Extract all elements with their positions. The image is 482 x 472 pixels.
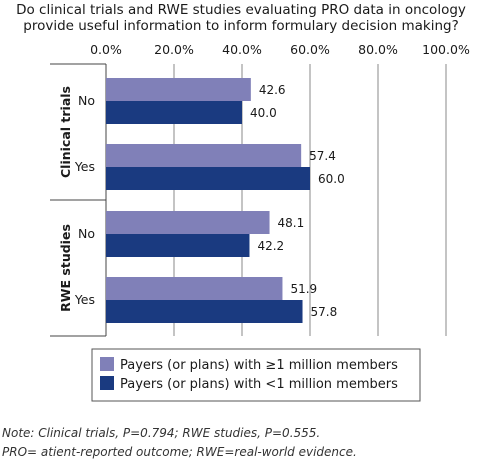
- bar-value-label: 60.0: [318, 172, 345, 186]
- bar-value-label: 57.4: [309, 149, 336, 163]
- x-tick-label: 0.0%: [90, 42, 122, 57]
- note-p-values: Note: Clinical trials, P=0.794; RWE stud…: [2, 426, 321, 440]
- chart-title-line: Do clinical trials and RWE studies evalu…: [16, 2, 466, 18]
- bar-series-1: [106, 211, 270, 234]
- bar-series-2: [106, 300, 303, 323]
- bar-series-1: [106, 277, 283, 300]
- x-tick-label: 40.0%: [222, 42, 262, 57]
- category-label: Yes: [74, 159, 95, 174]
- bar-series-2: [106, 234, 250, 257]
- bar-value-label: 40.0: [250, 106, 277, 120]
- legend-label: Payers (or plans) with ≥1 million member…: [120, 358, 398, 373]
- x-tick-label: 60.0%: [290, 42, 330, 57]
- bar-value-label: 51.9: [290, 282, 317, 296]
- x-tick-label: 20.0%: [154, 42, 194, 57]
- note-abbreviations: PRO= atient-reported outcome; RWE=real-w…: [2, 445, 357, 459]
- bar-value-label: 48.1: [278, 216, 305, 230]
- legend-swatch: [100, 357, 114, 371]
- legend-swatch: [100, 376, 114, 390]
- bar-series-2: [106, 167, 310, 190]
- bar-value-label: 42.6: [259, 83, 286, 97]
- category-label: No: [78, 93, 95, 108]
- legend-label: Payers (or plans) with <1 million member…: [120, 377, 398, 392]
- chart-notes: Note: Clinical trials, P=0.794; RWE stud…: [2, 424, 480, 462]
- bar-series-1: [106, 78, 251, 101]
- bar-series-1: [106, 144, 302, 167]
- legend-box: [91, 348, 421, 402]
- chart-title-line: provide useful information to inform for…: [23, 18, 458, 34]
- bar-value-label: 42.2: [257, 239, 284, 253]
- group-label: Clinical trials: [58, 86, 73, 178]
- group-label: RWE studies: [58, 224, 73, 312]
- bar-value-label: 57.8: [311, 305, 338, 319]
- x-tick-label: 100.0%: [422, 42, 470, 57]
- category-label: Yes: [74, 292, 95, 307]
- x-tick-label: 80.0%: [358, 42, 398, 57]
- category-label: No: [78, 226, 95, 241]
- bar-series-2: [106, 101, 242, 124]
